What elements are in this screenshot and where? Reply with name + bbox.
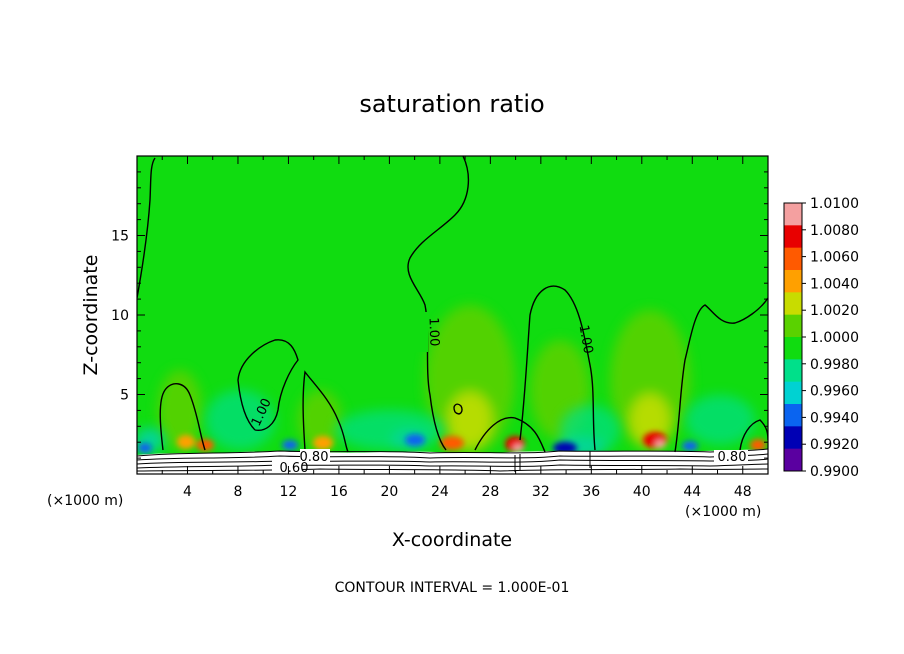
x-unit-label: (×1000 m) — [685, 504, 761, 520]
contour-central-tower — [407, 156, 470, 451]
y-unit-label: (×1000 m) — [47, 493, 123, 509]
x-tick-label: 8 — [233, 484, 242, 500]
contour-bubble-8 — [237, 339, 299, 432]
colorbar-label: 0.9980 — [810, 357, 859, 373]
contour-label: 0.80 — [300, 450, 329, 465]
contour-1.00 — [137, 156, 768, 453]
contour-label: 0.80 — [718, 450, 747, 465]
plot-area: 1.00 1.00 1.00 0.80 0.60 0.80 — [137, 156, 768, 476]
colorbar-swatch — [784, 314, 802, 338]
x-tick-label: 24 — [431, 484, 449, 500]
y-tick-label: 15 — [111, 229, 129, 245]
y-axis-label: Z-coordinate — [80, 255, 102, 376]
contour-bubble-14 — [302, 370, 349, 453]
colorbar-swatch — [784, 448, 802, 472]
surface-contours — [137, 448, 768, 472]
colorbar-swatch — [784, 203, 802, 226]
x-tick-label: 32 — [532, 484, 550, 500]
x-tick-label: 44 — [683, 484, 701, 500]
colorbar-swatch — [784, 381, 802, 405]
colorbar-label: 1.0060 — [810, 250, 859, 266]
colorbar-swatch — [784, 337, 802, 360]
colorbar-label: 0.9960 — [810, 384, 859, 400]
chart-title: saturation ratio — [359, 90, 544, 118]
colorbar-swatch — [784, 270, 802, 293]
x-tick-label: 12 — [280, 484, 298, 500]
colorbar-label: 1.0000 — [810, 330, 859, 346]
colorbar-swatch — [784, 225, 802, 249]
contour-labels: 1.00 1.00 1.00 0.80 0.60 0.80 — [249, 312, 748, 476]
x-tick-label: 20 — [380, 484, 398, 500]
contour-interval-note: CONTOUR INTERVAL = 1.000E-01 — [335, 580, 570, 596]
x-tick-label: 40 — [633, 484, 651, 500]
colorbar-swatch — [784, 426, 802, 450]
y-axis: 5 10 15 — [111, 171, 768, 459]
colorbar-label: 1.0080 — [810, 223, 859, 239]
contour-bubble-4 — [159, 383, 206, 451]
colorbar-label: 0.9940 — [810, 410, 859, 426]
y-tick-label: 5 — [120, 388, 129, 404]
contour-central-right — [474, 416, 546, 453]
contour-label: 0.60 — [280, 461, 309, 476]
colorbar-label: 0.9920 — [810, 437, 859, 453]
x-axis-label: X-coordinate — [392, 529, 512, 551]
contour-36-tower — [519, 285, 596, 451]
colorbar: 1.0100 1.0080 1.0060 1.0040 1.0020 1.0000 0.99… — [783, 196, 859, 480]
colorbar-swatch — [784, 404, 802, 427]
contour-bubble-44 — [739, 419, 768, 451]
colorbar-label: 1.0100 — [810, 196, 859, 212]
contour-left-tower — [137, 157, 156, 299]
colorbar-swatch — [784, 247, 802, 271]
contour-label: 1.00 — [425, 317, 441, 346]
colorbar-label: 0.9900 — [810, 464, 859, 480]
colorbar-swatch — [784, 292, 802, 316]
contour-right — [674, 297, 768, 453]
x-tick-label: 28 — [481, 484, 499, 500]
colorbar-swatch — [784, 359, 802, 383]
x-tick-label: 36 — [582, 484, 600, 500]
x-tick-label: 4 — [183, 484, 192, 500]
x-axis: 4 8 12 16 20 24 28 32 36 40 44 48 — [161, 156, 752, 500]
x-tick-label: 48 — [734, 484, 752, 500]
y-tick-label: 10 — [111, 308, 129, 324]
x-tick-label: 16 — [330, 484, 348, 500]
contour-label: 1.00 — [576, 324, 596, 355]
contour-small-loop — [453, 403, 463, 415]
colorbar-label: 1.0020 — [810, 303, 859, 319]
colorbar-label: 1.0040 — [810, 276, 859, 292]
